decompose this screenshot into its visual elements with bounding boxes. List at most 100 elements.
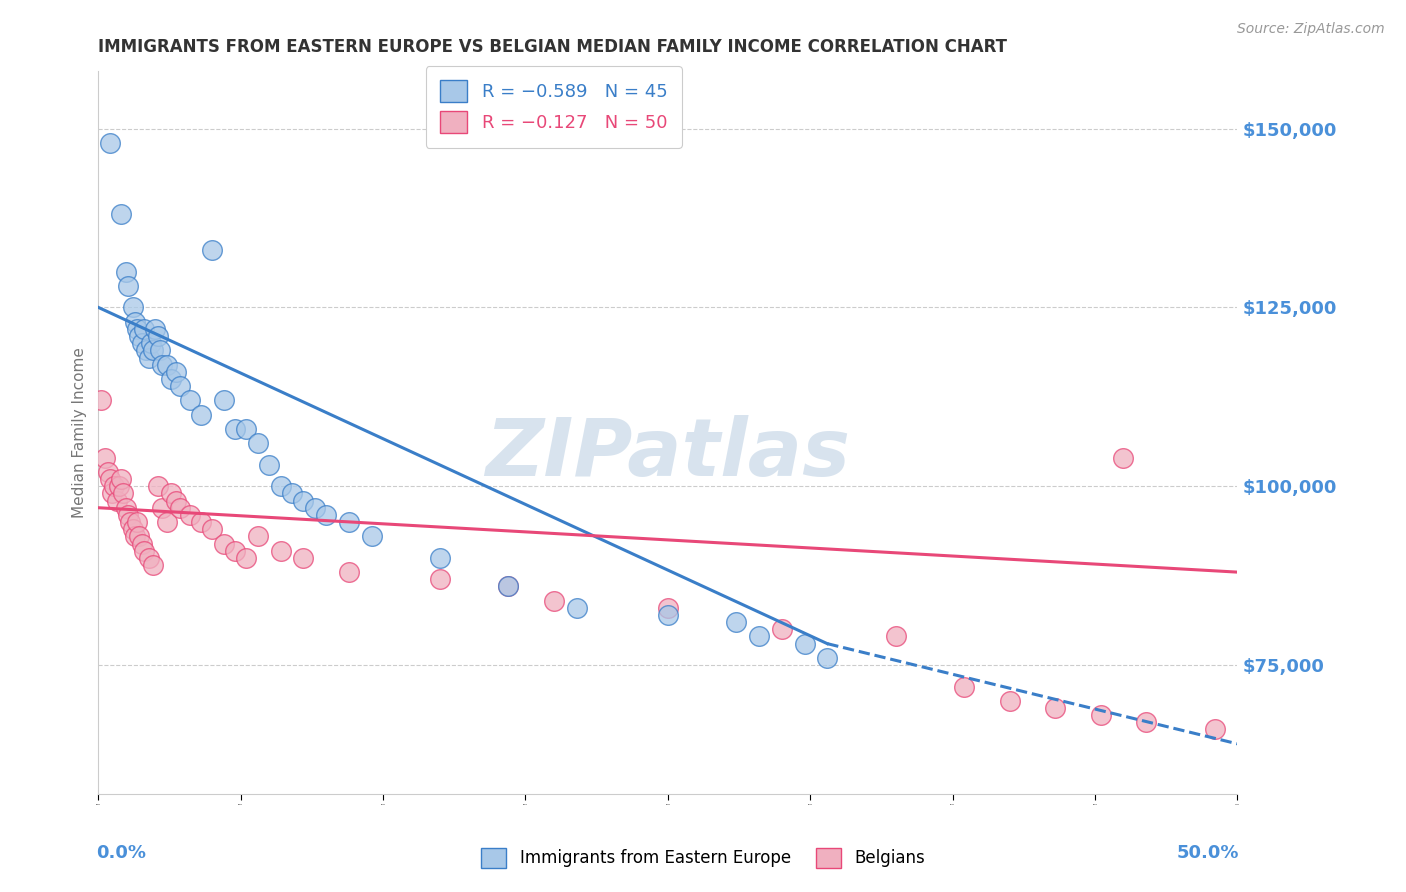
Point	[150, 358, 173, 372]
Point	[150, 500, 173, 515]
Point	[179, 393, 201, 408]
Point	[246, 436, 269, 450]
Point	[114, 500, 136, 515]
Point	[292, 550, 315, 565]
Text: 50.0%: 50.0%	[1177, 845, 1240, 863]
Point	[953, 680, 976, 694]
Point	[281, 486, 304, 500]
Point	[165, 493, 187, 508]
Text: Source: ZipAtlas.com: Source: ZipAtlas.com	[1237, 22, 1385, 37]
Point	[132, 322, 155, 336]
Point	[145, 322, 167, 336]
Point	[101, 486, 124, 500]
Point	[160, 372, 183, 386]
Point	[139, 336, 162, 351]
Point	[146, 329, 169, 343]
Point	[138, 351, 160, 365]
Legend: R = −0.589   N = 45, R = −0.127   N = 50: R = −0.589 N = 45, R = −0.127 N = 50	[426, 66, 682, 148]
Point	[1112, 450, 1135, 465]
Point	[725, 615, 748, 630]
Point	[135, 343, 157, 358]
Point	[128, 529, 150, 543]
Point	[315, 508, 337, 522]
Point	[1043, 701, 1066, 715]
Point	[114, 265, 136, 279]
Point	[543, 593, 565, 607]
Point	[815, 651, 838, 665]
Point	[131, 536, 153, 550]
Point	[770, 623, 793, 637]
Point	[1204, 723, 1226, 737]
Point	[127, 322, 149, 336]
Point	[149, 343, 172, 358]
Point	[117, 508, 139, 522]
Point	[304, 500, 326, 515]
Point	[224, 543, 246, 558]
Point	[138, 550, 160, 565]
Text: 0.0%: 0.0%	[96, 845, 146, 863]
Point	[270, 479, 292, 493]
Point	[657, 608, 679, 623]
Point	[117, 279, 139, 293]
Point	[1135, 715, 1157, 730]
Point	[165, 365, 187, 379]
Point	[98, 472, 121, 486]
Point	[337, 565, 360, 579]
Point	[110, 472, 132, 486]
Point	[105, 493, 128, 508]
Point	[131, 336, 153, 351]
Point	[169, 379, 191, 393]
Point	[94, 450, 117, 465]
Point	[657, 600, 679, 615]
Point	[142, 558, 165, 572]
Point	[190, 515, 212, 529]
Point	[270, 543, 292, 558]
Point	[565, 600, 588, 615]
Point	[96, 465, 118, 479]
Point	[212, 393, 235, 408]
Point	[179, 508, 201, 522]
Point	[235, 550, 257, 565]
Point	[998, 694, 1021, 708]
Point	[235, 422, 257, 436]
Point	[429, 572, 451, 586]
Point	[360, 529, 382, 543]
Point	[160, 486, 183, 500]
Text: ZIPatlas: ZIPatlas	[485, 416, 851, 493]
Point	[98, 136, 121, 150]
Point	[103, 479, 125, 493]
Point	[190, 408, 212, 422]
Point	[169, 500, 191, 515]
Point	[146, 479, 169, 493]
Point	[498, 579, 520, 593]
Point	[128, 329, 150, 343]
Point	[259, 458, 281, 472]
Point	[108, 479, 131, 493]
Legend: Immigrants from Eastern Europe, Belgians: Immigrants from Eastern Europe, Belgians	[475, 841, 931, 875]
Point	[142, 343, 165, 358]
Point	[748, 630, 770, 644]
Point	[110, 207, 132, 221]
Point	[337, 515, 360, 529]
Point	[292, 493, 315, 508]
Point	[793, 637, 815, 651]
Point	[246, 529, 269, 543]
Text: IMMIGRANTS FROM EASTERN EUROPE VS BELGIAN MEDIAN FAMILY INCOME CORRELATION CHART: IMMIGRANTS FROM EASTERN EUROPE VS BELGIA…	[98, 38, 1008, 56]
Y-axis label: Median Family Income: Median Family Income	[72, 347, 87, 518]
Point	[156, 515, 179, 529]
Point	[132, 543, 155, 558]
Point	[429, 550, 451, 565]
Point	[120, 515, 142, 529]
Point	[201, 522, 224, 536]
Point	[90, 393, 112, 408]
Point	[212, 536, 235, 550]
Point	[124, 315, 146, 329]
Point	[498, 579, 520, 593]
Point	[127, 515, 149, 529]
Point	[121, 301, 143, 315]
Point	[884, 630, 907, 644]
Point	[156, 358, 179, 372]
Point	[201, 243, 224, 257]
Point	[121, 522, 143, 536]
Point	[224, 422, 246, 436]
